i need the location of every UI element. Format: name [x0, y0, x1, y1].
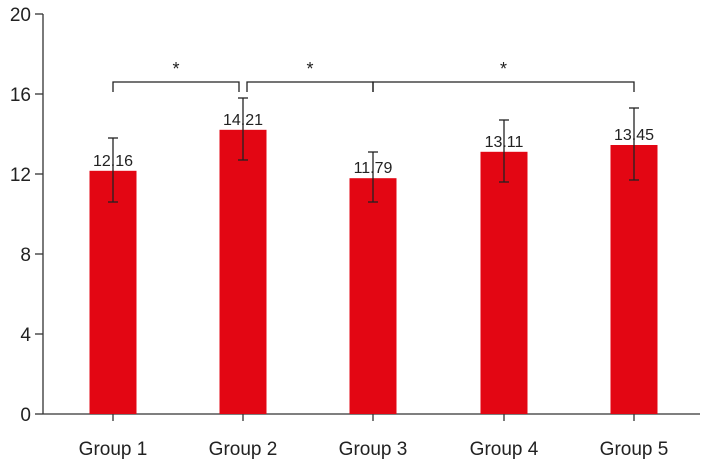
bracket-line — [246, 81, 374, 92]
axes: 0 4 8 12 16 20 Group 1 Group 2 Group 3 Group 4 Gro… — [10, 5, 700, 460]
significance-label: * — [172, 59, 179, 79]
x-tick-label: Group 5 — [600, 439, 669, 460]
y-tick-label: 20 — [10, 5, 31, 26]
bracket-line — [112, 81, 240, 92]
significance-label: * — [306, 59, 313, 79]
y-tick-label: 12 — [10, 165, 31, 186]
significance-bracket: * — [372, 59, 635, 92]
bar — [610, 145, 658, 414]
y-tick-label: 0 — [20, 405, 31, 426]
x-tick-label: Group 4 — [470, 439, 539, 460]
significance-bracket: * — [112, 59, 240, 92]
significance-brackets: * * * — [112, 59, 635, 92]
y-tick-label: 16 — [10, 85, 31, 106]
bar — [480, 151, 528, 415]
error-bar — [368, 151, 378, 203]
bar — [219, 129, 267, 415]
error-bar — [238, 97, 248, 161]
y-tick-label: 4 — [20, 325, 31, 346]
bar — [349, 178, 397, 414]
error-bar — [499, 119, 509, 183]
data-label: 12.16 — [93, 153, 133, 170]
error-bar — [108, 137, 118, 203]
significance-label: * — [500, 59, 507, 79]
data-label: 14.21 — [223, 112, 263, 129]
data-label: 13.45 — [614, 127, 654, 144]
error-bars — [108, 97, 639, 203]
data-labels: 12.16 14.21 11.79 13.11 13.45 — [93, 112, 654, 177]
bar — [89, 170, 137, 414]
x-tick-label: Group 1 — [79, 439, 148, 460]
y-tick-label: 8 — [20, 245, 31, 266]
data-label: 11.79 — [354, 160, 393, 177]
x-tick-label: Group 2 — [209, 439, 278, 460]
significance-bracket: * — [246, 59, 374, 92]
error-bar — [629, 107, 639, 181]
bracket-line — [372, 81, 635, 92]
x-tick-label: Group 3 — [339, 439, 408, 460]
bars — [89, 129, 658, 415]
data-label: 13.11 — [485, 134, 524, 151]
